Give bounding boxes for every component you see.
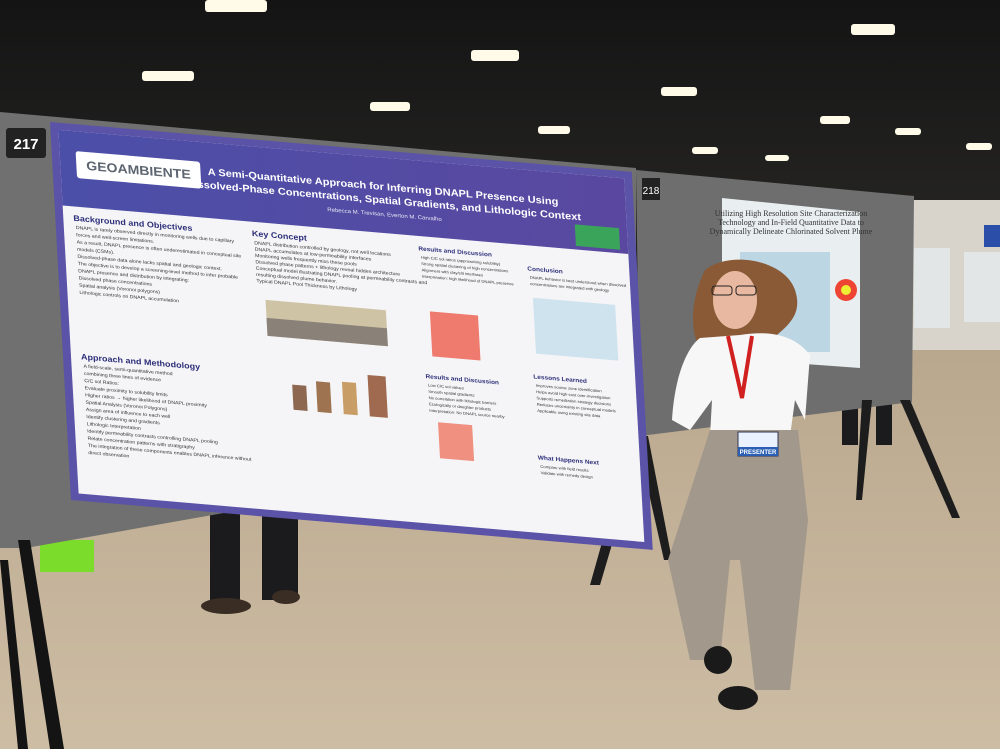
section-heading: Lessons Learned (533, 374, 587, 385)
section-text: Lithologic Interpretation (87, 421, 142, 431)
visitor-leg (210, 505, 240, 605)
poster: GEOAMBIENTE A Semi-Quantitative Approach… (50, 122, 653, 550)
easel-leg (0, 560, 28, 749)
section-heading: Conclusion (527, 266, 563, 276)
poster-figure (266, 317, 388, 347)
shoe (718, 686, 758, 710)
poster-map (438, 422, 475, 462)
easel-leg (18, 540, 64, 749)
glasses (735, 285, 757, 296)
booth-number: 218 (643, 186, 660, 197)
section-text: Smooth spatial gradients (428, 389, 474, 398)
light (142, 71, 194, 81)
easel (0, 540, 64, 749)
section-text: Interpretation: No DNAPL source nearby (429, 408, 504, 419)
visitor-shoe (272, 590, 300, 604)
light (765, 155, 789, 161)
trousers (668, 430, 808, 690)
session-tag (574, 224, 621, 250)
section-text: concentrations are integrated with geolo… (530, 281, 609, 292)
neighbor-poster-title: Utilizing High Resolution Site Character… (710, 209, 873, 236)
poster-table (532, 297, 619, 361)
light (205, 0, 267, 12)
light (370, 102, 410, 111)
section-text: Helps avoid high-cost over-investigation (536, 389, 610, 400)
light (471, 50, 519, 61)
visitor-leg (262, 505, 298, 600)
neighbor-poster-heatmap (841, 285, 851, 295)
booth-number-plate (6, 128, 46, 158)
section-text: Dissolved phase concentrations (79, 276, 153, 288)
light (820, 116, 850, 124)
section-text: Improves source zone identification (536, 383, 602, 393)
presenter: PRESENTER (668, 259, 810, 710)
light (692, 147, 718, 154)
section-text: No correlation with lithologic barriers (429, 395, 497, 406)
badge-label: PRESENTER (740, 450, 777, 456)
section-text: Ecologically or daughter products (429, 402, 491, 412)
section-text: Low C/C sol values (428, 383, 464, 391)
shoe (704, 646, 732, 674)
section-heading: What Happens Next (538, 455, 600, 467)
ceiling-lights (142, 0, 992, 161)
section-text: C/C sol Ratios: (84, 378, 119, 387)
neighbor-title-line: Utilizing High Resolution Site Character… (715, 209, 867, 218)
poster-figure (367, 374, 388, 418)
neighbor-title-line: Dynamically Delineate Chlorinated Solven… (710, 227, 873, 236)
visitor-shoe (201, 598, 251, 614)
neighbor-title-line: Technology and In-Field Quantitative Dat… (718, 218, 864, 227)
light (661, 87, 697, 96)
poster-figure (315, 381, 332, 414)
light (895, 128, 921, 135)
green-box (40, 540, 94, 572)
section-text: Validate with remedy design (541, 470, 593, 479)
booth-number-plate (642, 178, 660, 200)
face (713, 271, 757, 329)
section-text: Alignment with clay/silt interfaces (421, 267, 483, 277)
section-text: models (CSMs). (77, 247, 115, 256)
glasses (711, 285, 733, 296)
section-text: Identify clustering and gradients (86, 414, 160, 426)
section-text: Reduces uncertainty in conceptual models (537, 402, 616, 413)
easel-leg (856, 400, 872, 500)
visitor-leg (876, 395, 892, 445)
section-text: Applicable using existing site data (537, 408, 601, 418)
section-text: direct observation (88, 450, 130, 459)
logo-box (75, 151, 202, 189)
booth-number: 217 (13, 136, 38, 153)
section-text: Compare with field results (540, 464, 589, 473)
light (966, 143, 992, 150)
easel-leg (900, 400, 960, 518)
section-text: High C/C sol ratios (approaching solubil… (421, 255, 501, 267)
far-poster (914, 248, 950, 328)
poster-figure (292, 384, 308, 412)
far-poster (964, 252, 1000, 322)
far-sign (984, 225, 1000, 247)
light (851, 24, 895, 35)
light (538, 126, 570, 134)
poster-figure (341, 381, 358, 416)
badge-stripe (738, 447, 778, 456)
lanyard (726, 335, 754, 399)
poster-header (58, 129, 629, 254)
poster-map (429, 311, 481, 361)
section-text: Supports remediation strategy decisions (536, 396, 611, 407)
